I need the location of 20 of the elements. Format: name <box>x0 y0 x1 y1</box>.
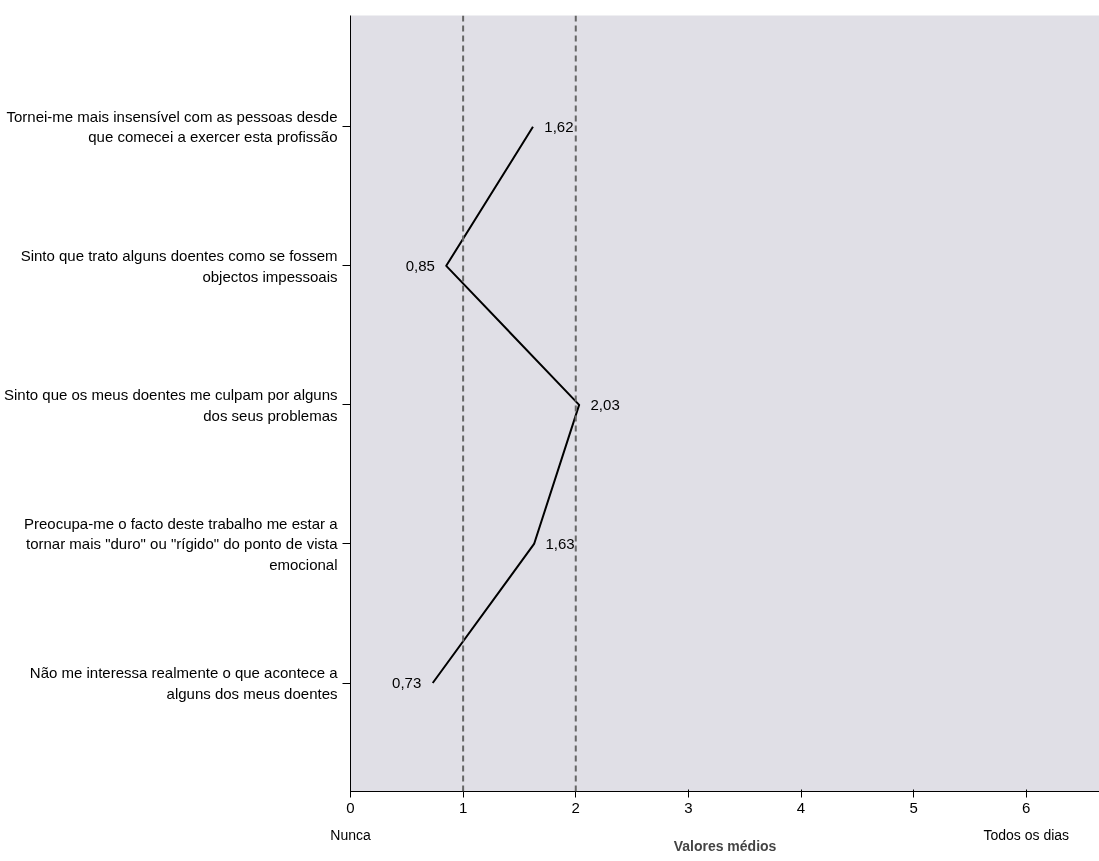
x-tick-label: 4 <box>796 798 806 816</box>
y-tick-label: Preocupa-me o facto deste trabalho me estar a tornar mais "duro" ou "rígido" do ponto de vista emocional <box>23 515 339 573</box>
y-tick-label: Sinto que trato alguns doentes como se fossem objectos impessoais <box>20 247 338 285</box>
text: Nunca <box>330 826 371 843</box>
y-tick-label: Sinto que os meus doentes me culpam por alguns dos seus problemas <box>3 386 338 424</box>
x-axis-title: Valores médios <box>673 837 777 854</box>
x-tick-label: 0 <box>346 798 355 816</box>
y-tick-label: Não me interessa realmente o que acontece a alguns dos meus doentes <box>29 664 339 702</box>
x-tick-label: 5 <box>909 798 918 816</box>
data-label: 0,85 <box>405 256 435 274</box>
x-tick-label: 3 <box>684 798 693 816</box>
data-label: 0,73 <box>392 674 422 692</box>
data-label: 1,62 <box>544 117 574 135</box>
data-label: 2,03 <box>590 395 620 413</box>
x-tick-label: 1 <box>458 798 468 816</box>
x-tick-label: 6 <box>1022 798 1031 816</box>
data-label: 1,63 <box>545 534 575 552</box>
y-tick-label: Tornei-me mais insensível com as pessoas desde que comecei a exercer esta profissão <box>6 108 338 146</box>
text: Todos os dias <box>983 826 1070 843</box>
x-tick-label: 2 <box>571 798 580 816</box>
